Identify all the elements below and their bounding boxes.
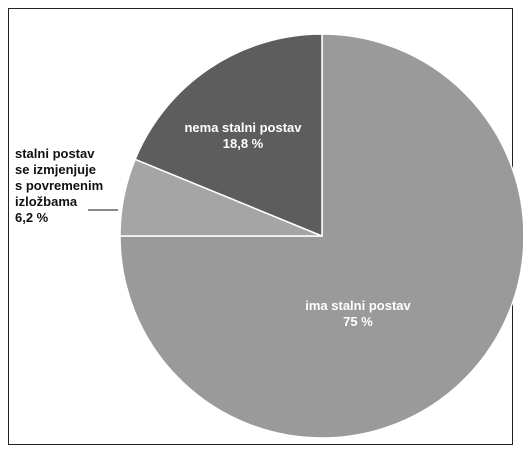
pie-slice-nema-stalni-postav [134, 33, 323, 238]
slice-label-value: 75 % [343, 314, 373, 329]
slice-label-value: 6,2 % [15, 210, 49, 225]
slice-label-nema-stalni-postav: nema stalni postav 18,8 % [184, 120, 301, 152]
slice-label-line: s povremenim [15, 178, 104, 193]
slice-label-line: izložbama [15, 194, 78, 209]
slice-label-line: stalni postav [15, 146, 95, 161]
slice-label-line: se izmjenjuje [15, 162, 96, 177]
slice-label-value: 18,8 % [222, 136, 264, 151]
slice-label-name: ima stalni postav [305, 298, 411, 313]
slice-label-izmjenjuje: stalni postav se izmjenjuje s povremenim… [15, 146, 103, 226]
slice-label-name: nema stalni postav [184, 120, 302, 135]
slice-label-ima-stalni-postav: ima stalni postav 75 % [305, 298, 410, 330]
